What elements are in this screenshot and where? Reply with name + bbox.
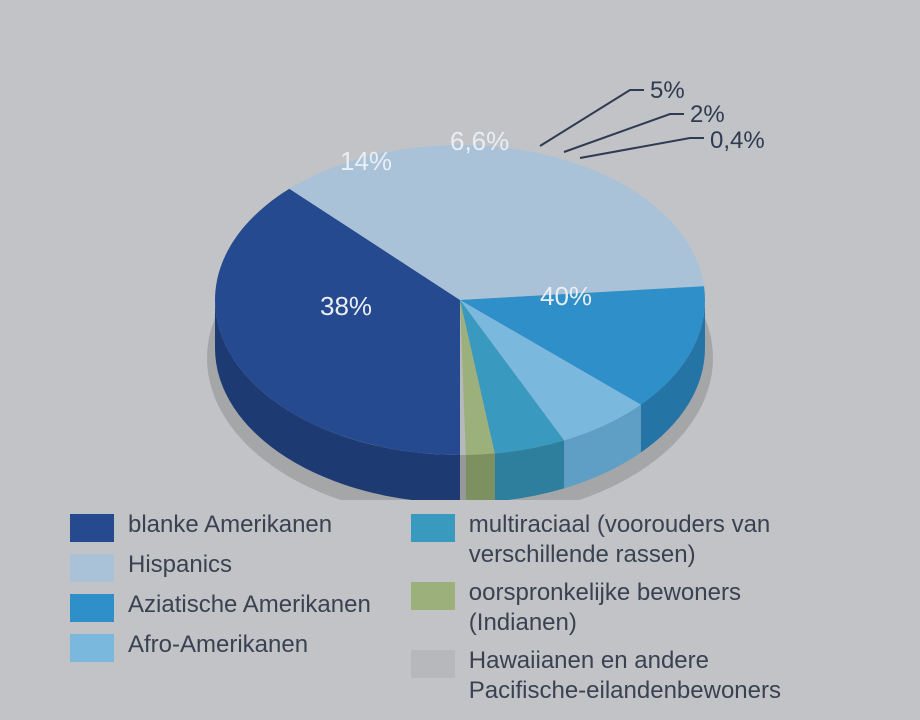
pie-side-oorspronkelijk: [466, 453, 495, 500]
legend-swatch-oorspronkelijk: [411, 582, 455, 610]
legend-swatch-aziatisch: [70, 594, 114, 622]
legend-label-hawaiianen: Hawaiianen en andere Pacifische-eilanden…: [469, 646, 829, 706]
legend-label-blanke: blanke Amerikanen: [128, 510, 332, 540]
legend-label-aziatisch: Aziatische Amerikanen: [128, 590, 371, 620]
pct-label-aziatisch: 14%: [340, 146, 392, 176]
legend-column-left: blanke Amerikanen Hispanics Aziatische Ame…: [70, 510, 371, 706]
pie-side-hawaiianen: [460, 455, 466, 500]
legend-item-hispanics: Hispanics: [70, 550, 371, 582]
legend-item-aziatisch: Aziatische Amerikanen: [70, 590, 371, 622]
callout-line-multiraciaal: [540, 90, 644, 146]
legend-item-afro: Afro-Amerikanen: [70, 630, 371, 662]
legend-swatch-afro: [70, 634, 114, 662]
callout-line-hawaiianen: [580, 138, 704, 158]
page: 40% 38% 14% 6,6% 5%2%0,4% blanke Amerikanen H…: [0, 0, 920, 720]
pct-label-oorspronkelijk: 2%: [690, 101, 725, 128]
legend-column-right: multiraciaal (voorouders van verschillen…: [411, 510, 829, 706]
legend-item-blanke: blanke Amerikanen: [70, 510, 371, 542]
pie-svg: 40% 38% 14% 6,6% 5%2%0,4%: [110, 40, 810, 500]
legend: blanke Amerikanen Hispanics Aziatische Ame…: [70, 510, 890, 706]
legend-label-oorspronkelijk: oorspronkelijke bewoners (Indianen): [469, 578, 829, 638]
legend-item-hawaiianen: Hawaiianen en andere Pacifische-eilanden…: [411, 646, 829, 706]
legend-item-multiraciaal: multiraciaal (voorouders van verschillen…: [411, 510, 829, 570]
pct-label-multiraciaal: 5%: [650, 77, 685, 104]
legend-swatch-hawaiianen: [411, 650, 455, 678]
legend-label-multiraciaal: multiraciaal (voorouders van verschillen…: [469, 510, 829, 570]
legend-label-afro: Afro-Amerikanen: [128, 630, 308, 660]
pct-label-hispanics: 38%: [320, 291, 372, 321]
legend-label-hispanics: Hispanics: [128, 550, 232, 580]
legend-item-oorspronkelijk: oorspronkelijke bewoners (Indianen): [411, 578, 829, 638]
legend-swatch-hispanics: [70, 554, 114, 582]
legend-swatch-multiraciaal: [411, 514, 455, 542]
pie-chart: 40% 38% 14% 6,6% 5%2%0,4%: [110, 40, 810, 500]
legend-swatch-blanke: [70, 514, 114, 542]
pct-label-hawaiianen: 0,4%: [710, 127, 765, 154]
pct-label-afro: 6,6%: [450, 126, 509, 156]
pct-label-blanke: 40%: [540, 281, 592, 311]
